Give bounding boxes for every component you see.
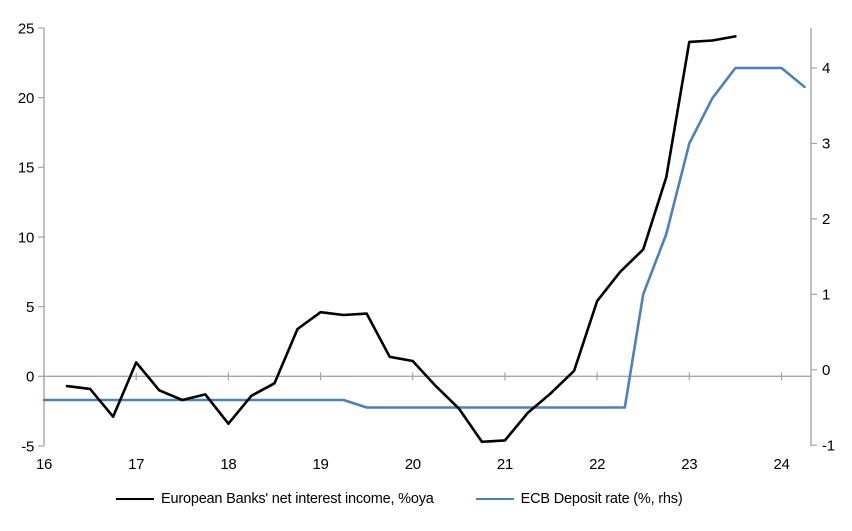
legend-label-net-interest-income: European Banks' net interest income, %oy… [161, 491, 434, 507]
series-line-0 [65, 35, 737, 444]
legend-line-swatch-black [116, 498, 154, 500]
y-right-tick-label: 3 [822, 136, 830, 153]
x-tick-label: 24 [773, 456, 789, 473]
x-tick-label: 17 [128, 456, 144, 473]
y-left-tick-label: -5 [21, 438, 34, 455]
legend-item-ecb-deposit-rate: ECB Deposit rate (%, rhs) [475, 491, 683, 507]
chart-legend: European Banks' net interest income, %oy… [116, 491, 683, 507]
y-right-tick-label: 4 [822, 60, 830, 77]
y-left-tick-label: 25 [18, 20, 34, 37]
x-tick-label: 18 [220, 456, 236, 473]
x-tick-label: 21 [497, 456, 513, 473]
legend-label-ecb-deposit-rate: ECB Deposit rate (%, rhs) [520, 491, 683, 507]
legend-item-net-interest-income: European Banks' net interest income, %oy… [116, 491, 434, 507]
x-tick-label: 19 [313, 456, 329, 473]
y-right-tick-label: 1 [822, 287, 830, 304]
y-left-tick-label: 20 [18, 90, 34, 107]
y-right-tick-label: 2 [822, 211, 830, 228]
y-left-tick-label: 0 [26, 369, 34, 386]
x-tick-label: 22 [589, 456, 605, 473]
y-right-tick-label: -1 [822, 437, 835, 454]
x-tick-label: 16 [36, 456, 52, 473]
x-tick-label: 23 [681, 456, 697, 473]
series-line-1 [42, 66, 806, 409]
y-right-tick-label: 0 [822, 362, 830, 379]
y-left-tick-label: 15 [18, 160, 34, 177]
y-left-tick-label: 10 [18, 229, 34, 246]
x-tick-label: 20 [405, 456, 421, 473]
y-left-tick-label: 5 [26, 299, 34, 316]
legend-line-swatch-blue [475, 498, 514, 500]
